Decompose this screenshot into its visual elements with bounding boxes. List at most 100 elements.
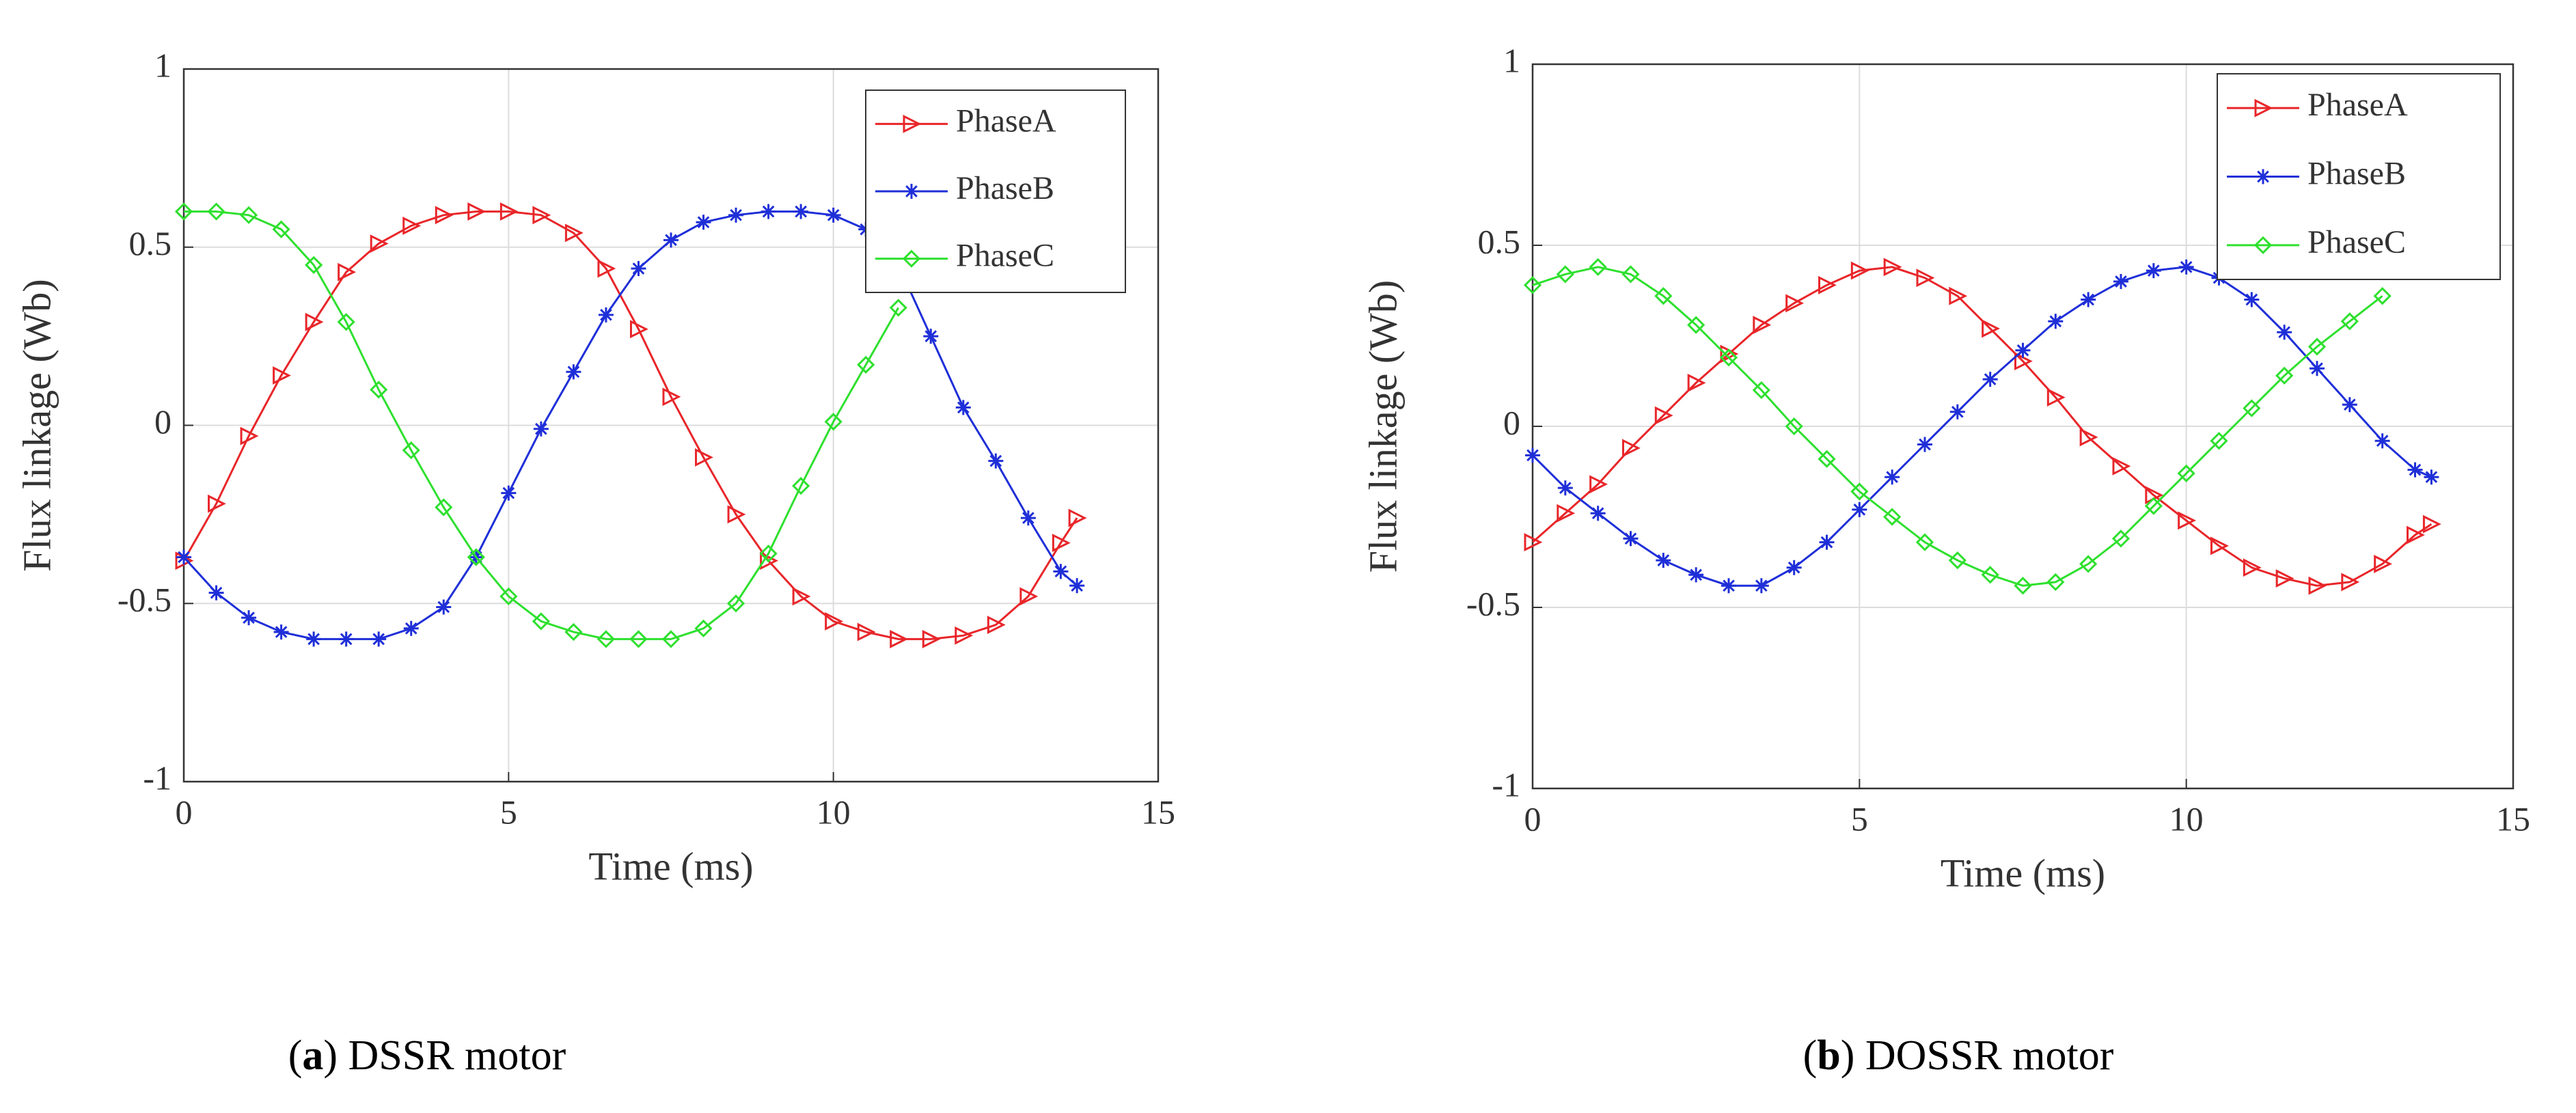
marker	[2112, 456, 2131, 476]
marker	[2046, 388, 2066, 407]
marker	[1915, 533, 1934, 551]
marker	[793, 204, 809, 219]
marker	[2113, 274, 2128, 289]
marker	[1883, 508, 1902, 526]
marker	[890, 629, 909, 648]
marker	[902, 249, 921, 268]
marker	[305, 312, 324, 331]
marker	[1688, 567, 1704, 583]
marker	[1622, 439, 1641, 458]
marker	[1557, 480, 1573, 496]
marker	[2254, 98, 2273, 118]
marker	[629, 630, 648, 648]
marker	[338, 262, 357, 281]
series-line	[1532, 266, 2383, 587]
legend-label: PhaseB	[2307, 156, 2406, 192]
marker	[467, 202, 487, 221]
marker	[207, 202, 225, 221]
marker	[2341, 573, 2360, 592]
marker	[402, 441, 420, 460]
marker	[272, 220, 290, 238]
marker	[239, 206, 258, 224]
marker	[2079, 428, 2098, 447]
marker	[2243, 558, 2262, 577]
marker	[2046, 573, 2065, 592]
marker	[1052, 534, 1071, 553]
marker	[694, 619, 713, 637]
marker	[1053, 564, 1069, 579]
y-tick-label: -0.5	[118, 581, 172, 619]
marker	[889, 299, 907, 317]
marker	[2244, 292, 2260, 307]
y-tick-label: 0.5	[129, 224, 172, 262]
marker	[1982, 372, 1998, 387]
marker	[2308, 576, 2327, 595]
marker	[436, 599, 452, 615]
marker	[174, 202, 193, 221]
marker	[2146, 263, 2161, 279]
marker	[1589, 475, 1608, 494]
marker	[499, 202, 519, 221]
marker	[2374, 554, 2393, 573]
caption-part: (	[1803, 1032, 1818, 1079]
marker	[403, 620, 419, 636]
x-tick-label: 15	[2496, 799, 2530, 838]
x-tick-label: 5	[1851, 799, 1868, 838]
marker	[564, 223, 584, 243]
marker	[501, 485, 517, 501]
y-tick-label: 0	[154, 402, 172, 441]
marker	[695, 448, 713, 467]
x-tick-label: 15	[1141, 793, 1175, 831]
caption-part: ) DSSR motor	[323, 1032, 566, 1079]
marker	[370, 234, 389, 253]
marker	[1590, 506, 1606, 521]
marker	[564, 622, 583, 642]
legend-label: PhaseA	[956, 102, 1056, 139]
marker	[1721, 578, 1736, 594]
caption-part: ) DOSSR motor	[1841, 1032, 2114, 1079]
marker	[955, 626, 974, 645]
marker	[1916, 269, 1935, 288]
marker	[1850, 482, 1869, 501]
marker	[1949, 286, 1968, 305]
marker	[337, 313, 355, 331]
marker	[825, 612, 844, 631]
axes-box	[1531, 63, 2515, 790]
marker	[2310, 361, 2325, 376]
legend-label: PhaseC	[956, 238, 1054, 274]
marker	[2340, 312, 2359, 331]
marker	[1752, 381, 1770, 400]
marker	[370, 381, 388, 399]
marker	[1719, 348, 1738, 367]
caption: (b) DOSSR motor	[1803, 1032, 2114, 1079]
y-tick-label: 1	[154, 46, 172, 84]
marker	[2081, 292, 2096, 307]
legend-label: PhaseA	[2307, 87, 2408, 123]
marker	[923, 329, 939, 344]
marker	[2210, 432, 2228, 450]
series-line	[182, 210, 1078, 640]
marker	[1982, 319, 2001, 338]
marker	[2342, 397, 2357, 413]
marker	[338, 631, 354, 647]
marker	[1687, 316, 1705, 334]
marker	[176, 549, 191, 565]
marker	[1068, 508, 1087, 527]
marker	[2178, 511, 2197, 530]
marker	[2210, 536, 2229, 555]
marker	[1525, 448, 1540, 463]
marker	[988, 453, 1004, 469]
marker	[241, 610, 257, 626]
marker	[2253, 236, 2273, 254]
marker	[662, 387, 681, 407]
marker	[240, 426, 259, 445]
caption-part: a	[302, 1032, 323, 1079]
marker	[1753, 316, 1772, 335]
marker	[2015, 342, 2031, 358]
marker	[1850, 261, 1869, 280]
marker	[761, 204, 776, 219]
marker	[1019, 587, 1039, 606]
marker	[1556, 265, 1574, 284]
y-axis-label: Flux linkage (Wb)	[1360, 280, 1405, 573]
marker	[1786, 560, 1802, 575]
